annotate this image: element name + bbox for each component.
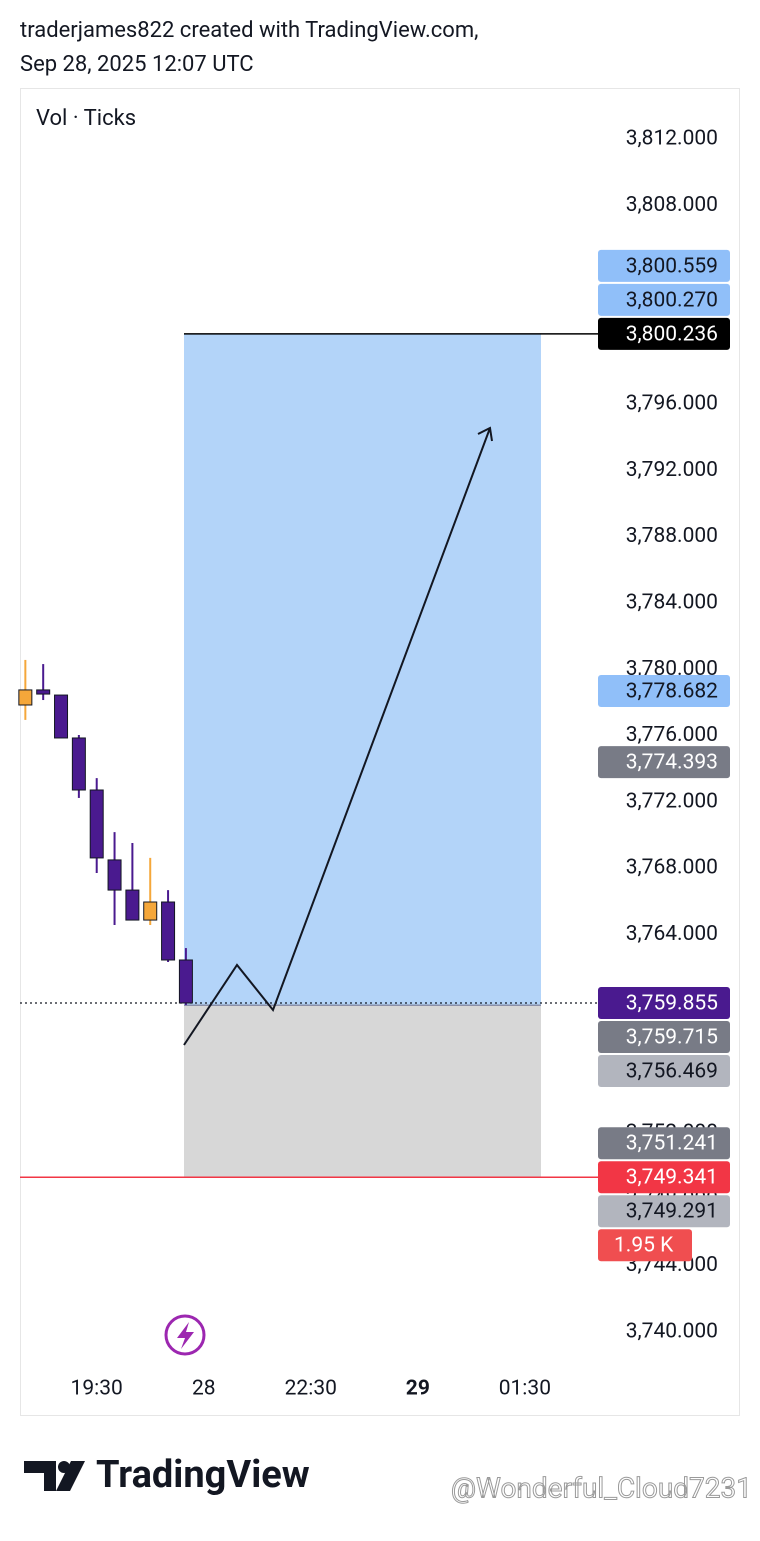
brand-logo — [24, 1461, 85, 1491]
candle-body — [71, 737, 86, 791]
price-label-box — [598, 1161, 730, 1194]
logo-shape — [24, 1461, 56, 1491]
candle-body — [89, 789, 104, 859]
candle-body — [107, 859, 122, 891]
price-label: 3,778.682 — [626, 680, 718, 704]
plot-layer: 3,800.236 3,759.855 3,749.341 3,800.270 3,74… — [598, 249, 730, 1262]
x-tick-label: 28 — [192, 1377, 216, 1401]
y-tick-label: 3,796.000 — [626, 392, 718, 416]
y-tick-label: 3,812.000 — [626, 127, 718, 151]
price-label: 3,774.393 — [626, 751, 718, 775]
x-tick-label: 29 — [406, 1377, 430, 1401]
price-label-box — [598, 675, 730, 708]
legend-text: Vol · Ticks — [36, 106, 136, 131]
logo-shape — [56, 1461, 85, 1491]
price-label-box — [598, 1054, 730, 1087]
plot-layer — [18, 333, 598, 1178]
y-tick-label: 3,788.000 — [626, 524, 718, 548]
candle-body — [36, 689, 51, 695]
price-label-box — [598, 283, 730, 316]
x-tick-label: 01:30 — [499, 1377, 551, 1401]
price-label: 3,800.559 — [626, 254, 718, 278]
price-label: 3,751.241 — [626, 1132, 718, 1156]
icon-bolt — [177, 1322, 194, 1349]
replay-icon[interactable] — [164, 1314, 206, 1356]
price-label: 3,759.855 — [626, 992, 718, 1016]
candle-body — [161, 901, 176, 961]
price-label-box — [598, 1195, 730, 1228]
price-label-box — [598, 746, 730, 779]
candle-body — [18, 689, 33, 706]
price-label-box — [598, 317, 730, 350]
profit-zone — [184, 333, 541, 1006]
price-label: 3,759.715 — [626, 1026, 718, 1050]
candle-body — [178, 959, 193, 1004]
drawn-arrow — [183, 426, 493, 1046]
price-label: 3,749.341 — [626, 1166, 718, 1190]
price-label: 3,800.236 — [626, 322, 718, 346]
candle-body — [54, 694, 69, 739]
price-label-box — [598, 1127, 730, 1160]
price-label: 3,749.291 — [626, 1200, 718, 1224]
price-label-box — [598, 1020, 730, 1053]
header-line: Sep 28, 2025 12:07 UTC — [20, 52, 254, 77]
x-tick-label: 19:30 — [71, 1377, 123, 1401]
brand-name: TradingView — [96, 1453, 310, 1497]
y-tick-label: 3,764.000 — [626, 922, 718, 946]
y-tick-label: 3,784.000 — [626, 590, 718, 614]
y-tick-label: 3,772.000 — [626, 789, 718, 813]
y-tick-label: 3,768.000 — [626, 856, 718, 880]
watermark: @Wonderful_Cloud7231 — [451, 1471, 752, 1504]
price-label-box — [598, 986, 730, 1019]
candle-body — [143, 901, 158, 921]
y-tick-label: 3,808.000 — [626, 193, 718, 217]
volume-label: 1.95 K — [614, 1234, 674, 1258]
loss-zone — [184, 1005, 541, 1178]
y-tick-label: 3,792.000 — [626, 458, 718, 482]
x-tick-label: 22:30 — [285, 1377, 337, 1401]
price-label: 3,756.469 — [626, 1060, 718, 1084]
volume-label-box — [598, 1229, 692, 1262]
price-label: 3,800.270 — [626, 288, 718, 312]
price-label-box — [598, 249, 730, 282]
header-line: traderjames822 created with TradingView.… — [20, 18, 478, 43]
y-tick-label: 3,740.000 — [626, 1320, 718, 1344]
candle-body — [125, 889, 140, 921]
y-tick-label: 3,776.000 — [626, 723, 718, 747]
